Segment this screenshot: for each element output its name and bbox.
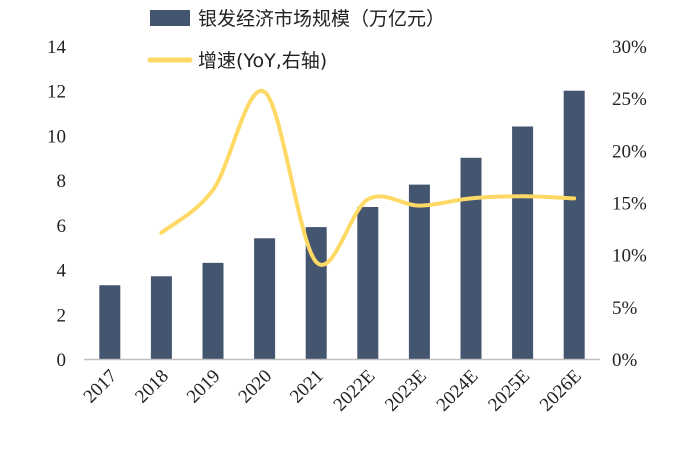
left-y-tick-label: 8 [57,171,67,192]
growth-point [159,231,163,235]
bar [408,184,430,359]
legend: 银发经济市场规模（万亿元） 增速(YoY,右轴) [147,8,445,72]
right-y-tick-label: 5% [612,298,638,319]
growth-point [572,196,576,200]
growth-point [263,90,267,94]
legend-bar-swatch [150,10,190,26]
right-y-tick-label: 0% [612,350,638,371]
left-y-tick-label: 2 [57,305,67,326]
left-y-tick-label: 12 [47,82,66,103]
right-y-tick-label: 10% [612,246,647,267]
right-y-tick-label: 15% [612,194,647,215]
growth-point [469,196,473,200]
x-tick-label: 2021 [286,366,328,408]
bar [202,262,224,359]
growth-point [521,194,525,198]
x-tick-label: 2020 [234,366,276,408]
bar [563,90,585,359]
left-y-tick-label: 6 [57,216,67,237]
growth-point [366,197,370,201]
right-y-tick-label: 30% [612,37,647,58]
right-y-tick-label: 20% [612,141,647,162]
bar [460,157,482,359]
legend-line-label: 增速(YoY,右轴) [198,50,327,72]
x-tick-label: 2019 [183,366,225,408]
left-y-tick-label: 14 [47,37,67,58]
growth-line [159,88,577,267]
right-y-tick-label: 25% [612,89,647,110]
bar [150,276,172,359]
left-y-tick-label: 0 [57,350,67,371]
x-tick-label: 2018 [131,366,173,408]
bar [254,238,276,359]
x-tick-label: 2022E [329,366,379,416]
growth-point [417,204,421,208]
x-tick-label: 2024E [433,366,483,416]
growth-point [211,188,215,192]
bar [305,227,327,359]
bar [512,126,534,359]
left-y-tick-label: 4 [57,261,67,282]
bar [357,206,379,359]
legend-bar-label: 银发经济市场规模（万亿元） [198,8,445,30]
growth-point [314,260,318,264]
x-tick-label: 2026E [536,366,586,416]
x-tick-label: 2023E [381,366,431,416]
bar [99,285,121,359]
x-tick-label: 2025E [484,366,534,416]
x-tick-label: 2017 [80,366,122,408]
left-y-tick-label: 10 [47,126,66,147]
